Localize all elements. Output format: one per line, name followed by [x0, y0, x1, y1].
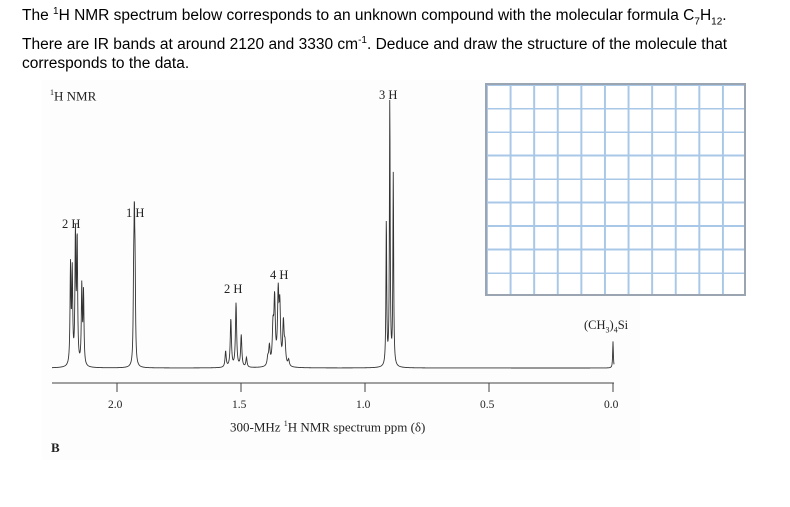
question-text: The 1H NMR spectrum below corresponds to… [22, 2, 782, 73]
tms-label: (CH3)4Si [584, 318, 629, 335]
tick-label: 1.5 [232, 399, 247, 411]
spectrum-title: 1H NMR [50, 88, 97, 104]
tick-label: 0.0 [604, 399, 619, 411]
tick-label: 2.0 [108, 399, 123, 411]
integration-label: 2 H [62, 217, 81, 231]
integration-label: 4 H [270, 268, 289, 282]
panel-label: B [51, 440, 60, 455]
tick-label: 0.5 [480, 399, 495, 411]
question-line-1: The 1H NMR spectrum below corresponds to… [22, 6, 727, 28]
integration-label: 1 H [126, 206, 145, 220]
question-line-3: corresponds to the data. [22, 55, 190, 73]
integration-label: 3 H [379, 88, 398, 102]
integration-label: 2 H [224, 282, 243, 296]
answer-drawing-grid[interactable] [485, 83, 746, 296]
x-axis-label: 300-MHz 1H NMR spectrum ppm (δ) [230, 419, 426, 435]
tick-label: 1.0 [356, 399, 371, 411]
question-line-2: There are IR bands at around 2120 and 33… [22, 35, 728, 54]
spectrum-trace [51, 99, 615, 369]
